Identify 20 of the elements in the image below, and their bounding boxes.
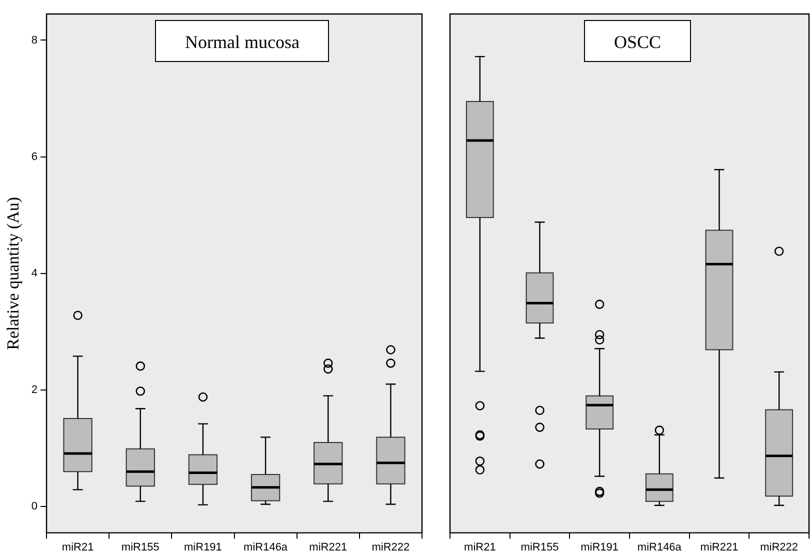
y-axis-title: Relative quantity (Au)	[4, 196, 23, 350]
x-tick-label: miR222	[372, 541, 410, 554]
text: Normal mucosa	[185, 32, 300, 52]
x-tick-label: miR191	[184, 541, 222, 554]
y-tick-label: 4	[31, 267, 38, 280]
y-tick-label: 6	[31, 150, 38, 163]
x-tick-label: miR155	[121, 541, 160, 554]
x-tick-label: miR155	[520, 541, 559, 554]
x-tick-label: miR146a	[244, 541, 288, 554]
x-tick-label: miR21	[464, 541, 496, 554]
y-tick-label: 8	[31, 34, 38, 46]
x-tick-label: miR191	[580, 541, 619, 554]
text: OSCC	[614, 32, 662, 52]
x-tick-label: miR222	[760, 541, 798, 554]
y-tick-label: 2	[31, 384, 38, 396]
y-tick-label: 0	[31, 500, 38, 513]
x-tick-label: miR221	[700, 541, 738, 554]
x-tick-label: miR21	[62, 541, 94, 554]
x-tick-label: miR146a	[637, 541, 682, 554]
x-tick-label: miR221	[309, 541, 348, 554]
